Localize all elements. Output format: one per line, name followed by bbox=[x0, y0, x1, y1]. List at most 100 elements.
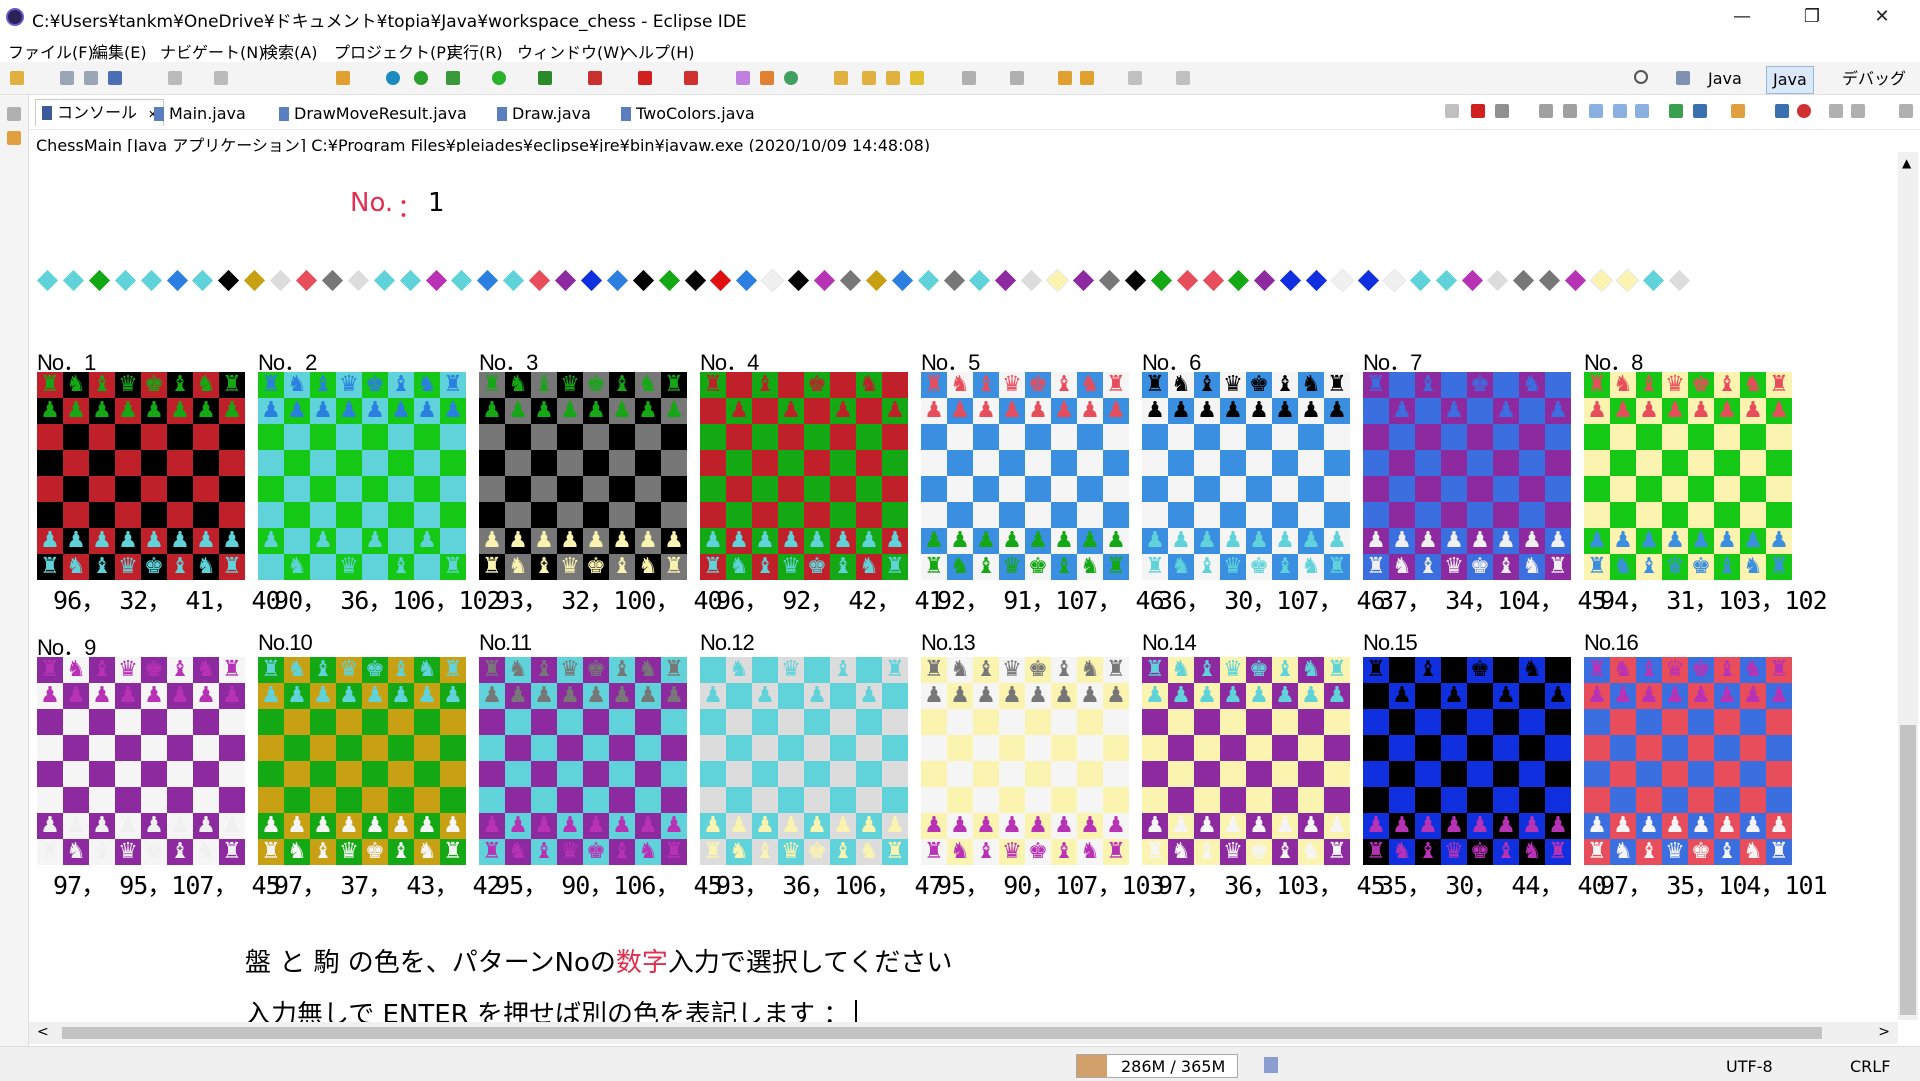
folder-icon[interactable] bbox=[886, 71, 900, 85]
open-task-icon[interactable] bbox=[760, 71, 774, 85]
board-square: ♝ bbox=[973, 657, 999, 683]
package-explorer-icon[interactable] bbox=[7, 131, 21, 145]
perspective-java-active[interactable]: Java bbox=[1766, 66, 1814, 94]
last-edit-icon[interactable] bbox=[1058, 71, 1072, 85]
remove-launch-icon[interactable] bbox=[1445, 104, 1459, 118]
menu-edit[interactable]: 編集(E) bbox=[92, 43, 147, 62]
board-square bbox=[700, 787, 726, 813]
board-square: ♟ bbox=[63, 398, 89, 424]
new-icon[interactable] bbox=[10, 71, 24, 85]
tab-twocolors-java[interactable]: TwoColors.java bbox=[621, 101, 755, 127]
pin-console-icon[interactable] bbox=[1613, 104, 1627, 118]
scroll-lock-icon[interactable] bbox=[1539, 104, 1553, 118]
error-icon[interactable] bbox=[1797, 104, 1811, 118]
search-icon[interactable] bbox=[1634, 70, 1648, 84]
maximize-button[interactable]: ❐ bbox=[1803, 6, 1821, 27]
restore-view-icon[interactable] bbox=[1851, 104, 1865, 118]
back-icon[interactable] bbox=[1080, 71, 1094, 85]
minimize-view-icon[interactable] bbox=[1775, 104, 1789, 118]
board-square: ♞ bbox=[726, 554, 752, 580]
board-square: ♟ bbox=[700, 813, 726, 839]
debug-icon[interactable] bbox=[386, 71, 400, 85]
scroll-up-icon[interactable]: ▲ bbox=[1902, 156, 1912, 170]
view-menu-icon[interactable] bbox=[1731, 104, 1745, 118]
panel-menu-icon[interactable] bbox=[1899, 104, 1913, 118]
minimize-button[interactable]: — bbox=[1733, 6, 1751, 27]
board-square bbox=[1441, 450, 1467, 476]
menu-navigate[interactable]: ナビゲート(N) bbox=[160, 43, 265, 62]
display-console-icon[interactable] bbox=[1635, 104, 1649, 118]
save-icon[interactable] bbox=[60, 71, 74, 85]
menu-window[interactable]: ウィンドウ(W) bbox=[517, 43, 626, 62]
encoding[interactable]: UTF-8 bbox=[1726, 1057, 1773, 1076]
show-console-icon[interactable] bbox=[1589, 104, 1603, 118]
line-ending[interactable]: CRLF bbox=[1850, 1057, 1891, 1076]
terminal-icon[interactable] bbox=[108, 71, 122, 85]
next-annotation-icon[interactable] bbox=[962, 71, 976, 85]
vertical-scroll-thumb[interactable] bbox=[1900, 725, 1916, 1015]
save-all-icon[interactable] bbox=[84, 71, 98, 85]
board-square: ♟ bbox=[362, 813, 388, 839]
run-external-icon[interactable] bbox=[538, 71, 552, 85]
board-square bbox=[336, 735, 362, 761]
close-button[interactable]: ✕ bbox=[1874, 6, 1890, 27]
open-folder-icon[interactable] bbox=[834, 71, 848, 85]
maximize-view-icon[interactable] bbox=[1829, 104, 1843, 118]
perspective-debug[interactable]: デバッグ bbox=[1842, 69, 1907, 88]
terminate-icon[interactable] bbox=[1471, 104, 1485, 118]
console-output[interactable] bbox=[29, 152, 1898, 1022]
forward-icon[interactable] bbox=[1128, 71, 1142, 85]
open-perspective-icon[interactable] bbox=[1676, 71, 1690, 85]
word-wrap-icon[interactable] bbox=[1563, 104, 1577, 118]
board-square bbox=[1298, 787, 1324, 813]
board-square: ♟ bbox=[947, 813, 973, 839]
run-icon[interactable] bbox=[492, 71, 506, 85]
board-square: ♟ bbox=[37, 683, 63, 709]
tab-console[interactable]: コンソール ✕ bbox=[35, 99, 165, 126]
prev-annotation-icon[interactable] bbox=[1010, 71, 1024, 85]
board-square bbox=[1389, 735, 1415, 761]
heap-status[interactable]: 286M / 365M bbox=[1076, 1054, 1238, 1078]
debug-run-icon[interactable] bbox=[446, 71, 460, 85]
toggle-icon[interactable] bbox=[336, 71, 350, 85]
open-file-icon[interactable] bbox=[862, 71, 876, 85]
board-square bbox=[1051, 735, 1077, 761]
tab-draw-java[interactable]: Draw.java bbox=[497, 101, 591, 127]
board-square: ♟ bbox=[700, 528, 726, 554]
menu-search[interactable]: 検索(A) bbox=[262, 43, 318, 62]
stop-icon[interactable] bbox=[214, 71, 228, 85]
board-square bbox=[1714, 787, 1740, 813]
new-class-icon[interactable] bbox=[684, 71, 698, 85]
menu-bar: ファイル(F) 編集(E) ナビゲート(N) 検索(A) プロジェクト(P) 実… bbox=[0, 36, 1920, 62]
perspective-java[interactable]: Java bbox=[1708, 69, 1742, 88]
board-square: ♟ bbox=[830, 683, 856, 709]
menu-file[interactable]: ファイル(F) bbox=[8, 43, 94, 62]
new-console-icon[interactable] bbox=[1693, 104, 1707, 118]
new-java-project-icon[interactable] bbox=[588, 71, 602, 85]
search-tb-icon[interactable] bbox=[784, 71, 798, 85]
coverage-icon[interactable] bbox=[414, 71, 428, 85]
resume-icon[interactable] bbox=[168, 71, 182, 85]
board-square: ♞ bbox=[1610, 372, 1636, 398]
horizontal-scroll-thumb[interactable] bbox=[62, 1027, 1822, 1039]
pen-icon[interactable] bbox=[910, 71, 924, 85]
menu-run[interactable]: 実行(R) bbox=[447, 43, 503, 62]
board-square: ♞ bbox=[1389, 839, 1415, 865]
menu-project[interactable]: プロジェクト(P) bbox=[334, 43, 453, 62]
scroll-right-icon[interactable]: > bbox=[1878, 1024, 1890, 1040]
restore-icon[interactable] bbox=[7, 107, 21, 121]
close-icon[interactable]: ✕ bbox=[148, 108, 158, 121]
trash-icon[interactable] bbox=[1264, 1057, 1278, 1073]
tab-drawmoveresult-java[interactable]: DrawMoveResult.java bbox=[279, 101, 467, 127]
board-square bbox=[388, 450, 414, 476]
board-square: ♟ bbox=[284, 398, 310, 424]
tab-main-java[interactable]: Main.java bbox=[154, 101, 246, 127]
open-console-icon[interactable] bbox=[1669, 104, 1683, 118]
new-package-icon[interactable] bbox=[638, 71, 652, 85]
pin-icon[interactable] bbox=[1176, 71, 1190, 85]
scroll-left-icon[interactable]: < bbox=[37, 1024, 49, 1040]
remove-all-icon[interactable] bbox=[1495, 104, 1509, 118]
menu-help[interactable]: ヘルプ(H) bbox=[622, 43, 695, 62]
open-type-icon[interactable] bbox=[736, 71, 750, 85]
board-square bbox=[1246, 709, 1272, 735]
